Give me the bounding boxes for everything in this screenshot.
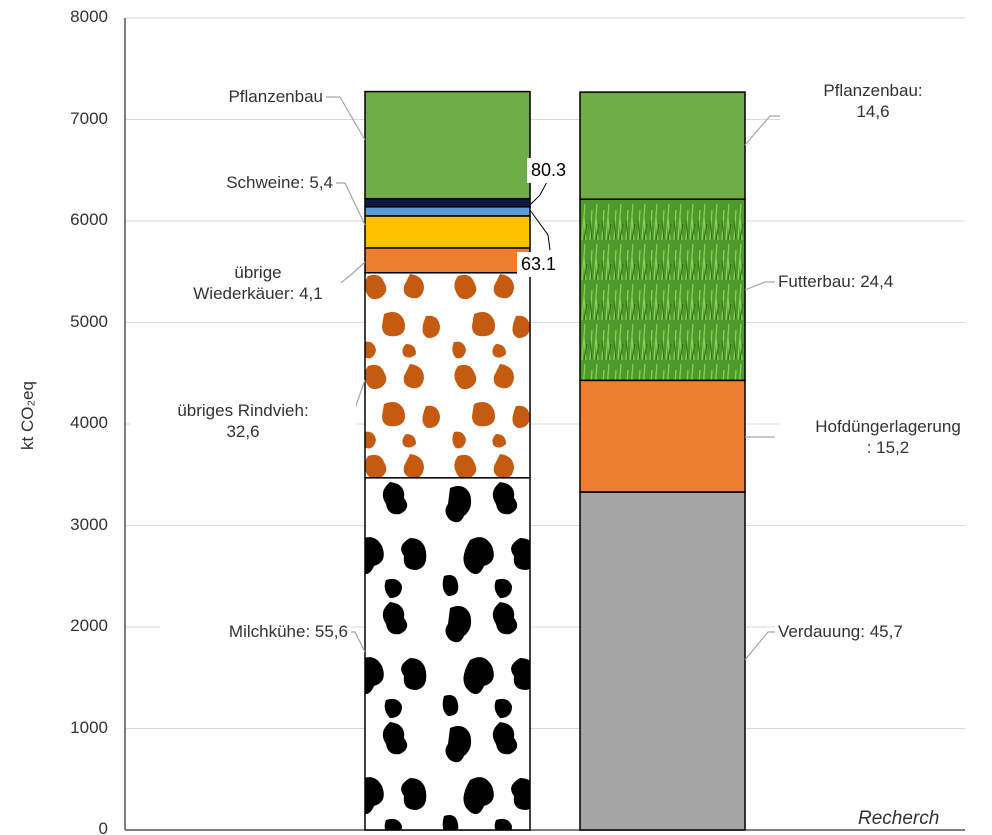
annotation: 63.1 [517,252,561,277]
leader-line [529,179,549,206]
segment-label: Pflanzenbau [175,86,326,107]
bar-segment [364,247,531,274]
segment-label: übriges Rindvieh: 32,6 [130,400,356,442]
segment-label: Futterbau: 24,4 [775,271,971,292]
y-tick-label: 7000 [70,108,108,128]
source: Recherch [855,808,943,829]
bar-segment [364,272,531,479]
bar-segment [364,197,531,208]
segment-label: Hofdüngerlagerung : 15,2 [780,416,992,458]
leader-line [529,209,551,251]
bar-segment [364,477,531,831]
y-tick-label: 0 [98,819,108,835]
bar-segment [364,206,531,217]
y-tick-label: 3000 [70,514,108,534]
y-tick-label: 6000 [70,210,108,229]
bar-segment [579,379,746,493]
segment-label: Schweine: 5,4 [150,172,336,193]
y-tick-label: 4000 [70,413,108,432]
annotation: 80.3 [527,158,571,183]
bar-segment [579,91,746,200]
y-tick-label: 8000 [70,7,108,26]
segment-label: Milchkühe: 55,6 [160,621,351,642]
segment-label: Pflanzenbau: 14,6 [780,80,966,122]
y-tick-label: 2000 [70,616,108,635]
segment-label: übrige Wiederkäuer: 4,1 [175,262,341,304]
bar-segment [579,491,746,831]
leader-line [337,261,366,286]
leader-line [320,96,366,141]
y-tick-label: 1000 [70,717,108,737]
y-tick-label: 5000 [70,311,108,331]
y-axis-label: kt CO₂eq [17,381,37,450]
leader-line [744,631,778,661]
bar-segment [364,215,531,249]
segment-label: Verdauung: 45,7 [775,621,971,642]
leader-line [744,281,778,291]
bar-segment [364,90,531,200]
bar-segment [579,198,746,382]
